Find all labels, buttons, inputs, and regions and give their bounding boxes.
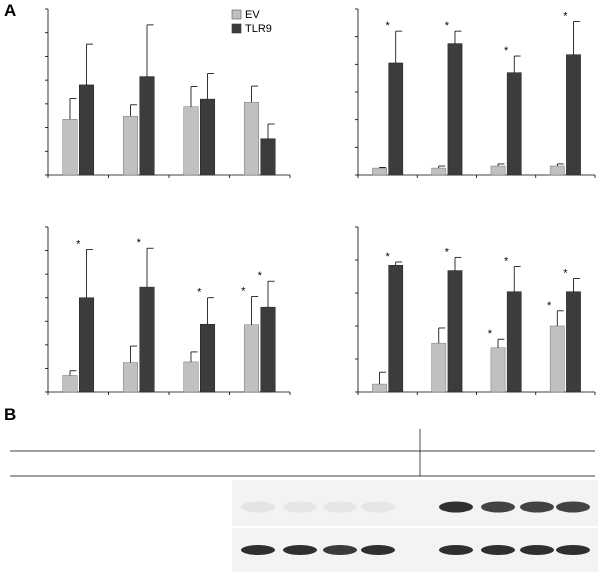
bar-tlr9: [139, 286, 155, 393]
blot-band: [439, 545, 473, 555]
blot-band: [481, 501, 515, 513]
significance-star: *: [488, 328, 493, 340]
significance-star: *: [76, 238, 81, 250]
significance-star: *: [563, 267, 568, 279]
bar-tlr9: [79, 84, 95, 176]
bar-ev: [243, 101, 259, 176]
significance-star: *: [504, 45, 509, 57]
blot-band: [520, 545, 554, 555]
bar-ev: [490, 347, 506, 393]
bar-ev: [62, 119, 78, 176]
bar-ev: [183, 361, 199, 393]
significance-star: *: [385, 251, 390, 263]
bar-ev: [372, 383, 387, 393]
significance-star: *: [258, 270, 263, 282]
blot-band: [481, 545, 515, 555]
bar-ev: [243, 324, 259, 393]
bar-ev: [549, 325, 565, 393]
legend: EV TLR9: [231, 9, 272, 35]
bar-ev: [183, 106, 199, 176]
significance-star: *: [445, 20, 450, 32]
bar-tlr9: [260, 306, 276, 393]
western-blot: [10, 429, 598, 572]
blot-band: [361, 501, 395, 513]
panel-label-a: A: [4, 1, 16, 20]
charts: * * * * * * * * * * * * * * *: [45, 8, 596, 395]
bar-tlr9: [139, 76, 155, 176]
bar-ev: [62, 375, 78, 393]
chart-3: * * * * *: [45, 226, 291, 395]
bar-tlr9: [260, 138, 276, 176]
bar-tlr9: [388, 62, 404, 176]
significance-star: *: [563, 10, 568, 22]
blot-band: [241, 545, 275, 555]
significance-star: *: [504, 256, 509, 268]
blot-band: [283, 545, 317, 555]
blot-band: [323, 501, 357, 513]
bar-ev: [372, 167, 387, 176]
blot-row-eef2: [232, 528, 598, 572]
panel-label-b: B: [4, 405, 16, 424]
blot-band: [361, 545, 395, 555]
significance-star: *: [241, 286, 246, 298]
legend-label-ev: EV: [245, 9, 260, 21]
significance-star: *: [445, 246, 450, 258]
blot-band: [556, 545, 590, 555]
bar-ev: [431, 167, 447, 176]
blot-band: [323, 545, 357, 555]
legend-swatch-ev: [231, 9, 242, 20]
bar-tlr9: [566, 54, 581, 176]
bar-tlr9: [200, 323, 216, 393]
legend-swatch-tlr9: [231, 23, 242, 34]
significance-star: *: [197, 287, 202, 299]
bar-ev: [431, 342, 447, 393]
legend-label-tlr9: TLR9: [245, 23, 272, 35]
blot-row-tlr9: [232, 480, 598, 526]
bar-tlr9: [566, 291, 581, 393]
significance-star: *: [385, 20, 390, 32]
bar-tlr9: [447, 270, 463, 393]
bar-tlr9: [506, 72, 522, 176]
significance-star: *: [547, 300, 552, 312]
chart-4: * * * * * *: [355, 226, 596, 395]
bar-tlr9: [388, 265, 404, 393]
chart-1: [45, 8, 291, 178]
bar-tlr9: [200, 98, 216, 176]
blot-band: [439, 501, 473, 513]
blot-band: [241, 501, 275, 513]
blot-band: [520, 501, 554, 513]
bar-ev: [549, 165, 565, 176]
bar-ev: [122, 362, 139, 393]
bar-ev: [490, 165, 506, 176]
blot-band: [283, 501, 317, 513]
chart-2: * * * *: [355, 8, 596, 178]
bar-ev: [122, 115, 139, 176]
bar-tlr9: [506, 291, 522, 393]
blot-band: [556, 501, 590, 513]
bar-tlr9: [447, 43, 463, 176]
bar-tlr9: [79, 297, 95, 393]
significance-star: *: [137, 237, 142, 249]
